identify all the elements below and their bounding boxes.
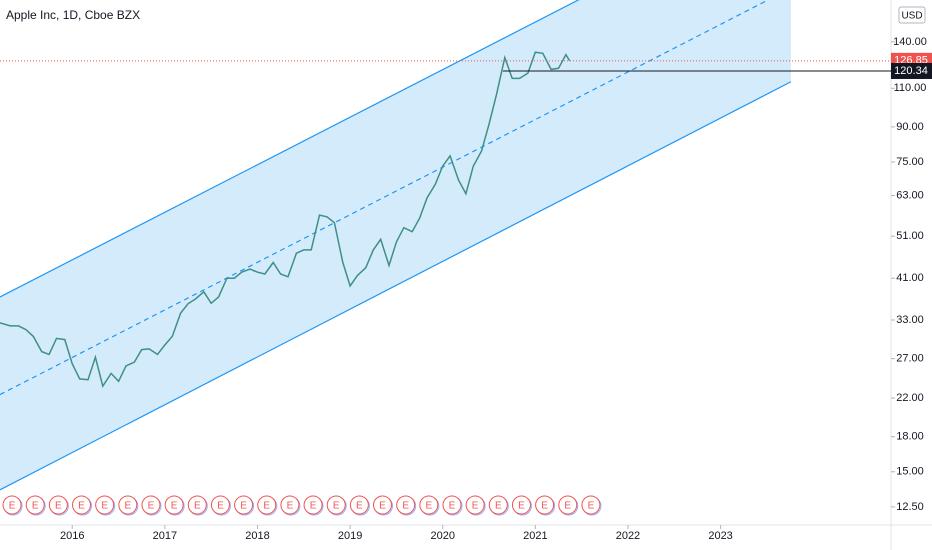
- earnings-label: E: [564, 501, 571, 512]
- y-tick-label: 33.00: [896, 314, 924, 326]
- earnings-label: E: [356, 501, 363, 512]
- earnings-label: E: [472, 501, 479, 512]
- earnings-marker: [164, 495, 184, 515]
- earnings-label: E: [55, 501, 62, 512]
- earnings-label: E: [148, 501, 155, 512]
- earnings-label: E: [495, 501, 502, 512]
- earnings-label: E: [9, 501, 16, 512]
- earnings-marker: [210, 495, 230, 515]
- y-tick-label: 110.00: [894, 82, 927, 94]
- earnings-marker: [535, 495, 555, 515]
- earnings-label: E: [379, 501, 386, 512]
- y-tick-label: 15.00: [896, 466, 924, 478]
- earnings-marker: [373, 495, 393, 515]
- earnings-label: E: [425, 501, 432, 512]
- earnings-marker: [303, 495, 323, 515]
- y-tick-label: 41.00: [896, 272, 924, 284]
- ray-price-box: [891, 62, 932, 79]
- earnings-marker: [488, 495, 508, 515]
- earnings-label: E: [541, 501, 548, 512]
- y-tick-label: 22.00: [896, 392, 924, 404]
- earnings-marker: [234, 495, 254, 515]
- earnings-label: E: [588, 501, 595, 512]
- y-tick-label: 18.00: [896, 431, 924, 443]
- earnings-label: E: [32, 501, 39, 512]
- y-tick-label: 12.50: [896, 501, 924, 513]
- earnings-marker: [442, 495, 462, 515]
- y-tick-label: 51.00: [896, 230, 924, 242]
- earnings-marker: [141, 495, 161, 515]
- earnings-label: E: [263, 501, 270, 512]
- earnings-label: E: [240, 501, 247, 512]
- earnings-marker: [95, 495, 115, 515]
- y-tick-label: 140.00: [893, 36, 927, 48]
- earnings-marker: [257, 495, 277, 515]
- earnings-label: E: [78, 501, 85, 512]
- y-tick-label: 27.00: [896, 353, 924, 365]
- channel-middle: [0, 0, 770, 396]
- earnings-label: E: [194, 501, 201, 512]
- earnings-label: E: [217, 501, 224, 512]
- x-tick-label: 2019: [338, 530, 362, 542]
- earnings-label: E: [449, 501, 456, 512]
- x-tick-label: 2022: [616, 530, 640, 542]
- price-line: [0, 51, 571, 389]
- x-tick-label: 2017: [153, 530, 177, 542]
- y-tick-label: 63.00: [896, 189, 924, 201]
- earnings-marker: [25, 495, 45, 515]
- x-tick-label: 2020: [430, 530, 454, 542]
- x-tick-label: 2018: [245, 530, 269, 542]
- x-tick-label: 2023: [708, 530, 732, 542]
- earnings-marker: [118, 495, 138, 515]
- earnings-label: E: [101, 501, 108, 512]
- earnings-label: E: [333, 501, 340, 512]
- earnings-marker: [48, 495, 68, 515]
- earnings-label: E: [171, 501, 178, 512]
- earnings-marker: [419, 495, 439, 515]
- currency-box: [898, 6, 926, 24]
- ray-price-label: 120.34: [894, 65, 928, 77]
- chart-title: Apple Inc, 1D, Cboe BZX: [6, 8, 140, 22]
- currency-label: USD: [901, 11, 922, 22]
- earnings-marker: [465, 495, 485, 515]
- earnings-marker: [581, 495, 601, 515]
- x-tick-label: 2016: [60, 530, 84, 542]
- earnings-label: E: [518, 501, 525, 512]
- earnings-label: E: [310, 501, 317, 512]
- plot-area: [0, 0, 792, 491]
- earnings-marker: [280, 495, 300, 515]
- y-tick-label: 90.00: [896, 121, 924, 133]
- earnings-marker: [396, 495, 416, 515]
- earnings-marker: [2, 495, 22, 515]
- earnings-marker: [558, 495, 578, 515]
- y-tick-label: 75.00: [896, 156, 924, 168]
- channel-lower: [0, 81, 792, 491]
- earnings-marker: [72, 495, 92, 515]
- earnings-marker: [326, 495, 346, 515]
- earnings-marker: [187, 495, 207, 515]
- earnings-label: E: [287, 501, 294, 512]
- earnings-label: E: [124, 501, 131, 512]
- x-tick-label: 2021: [523, 530, 547, 542]
- channel-upper: [0, 0, 580, 298]
- earnings-marker: [349, 495, 369, 515]
- earnings-label: E: [402, 501, 409, 512]
- earnings-marker: [511, 495, 531, 515]
